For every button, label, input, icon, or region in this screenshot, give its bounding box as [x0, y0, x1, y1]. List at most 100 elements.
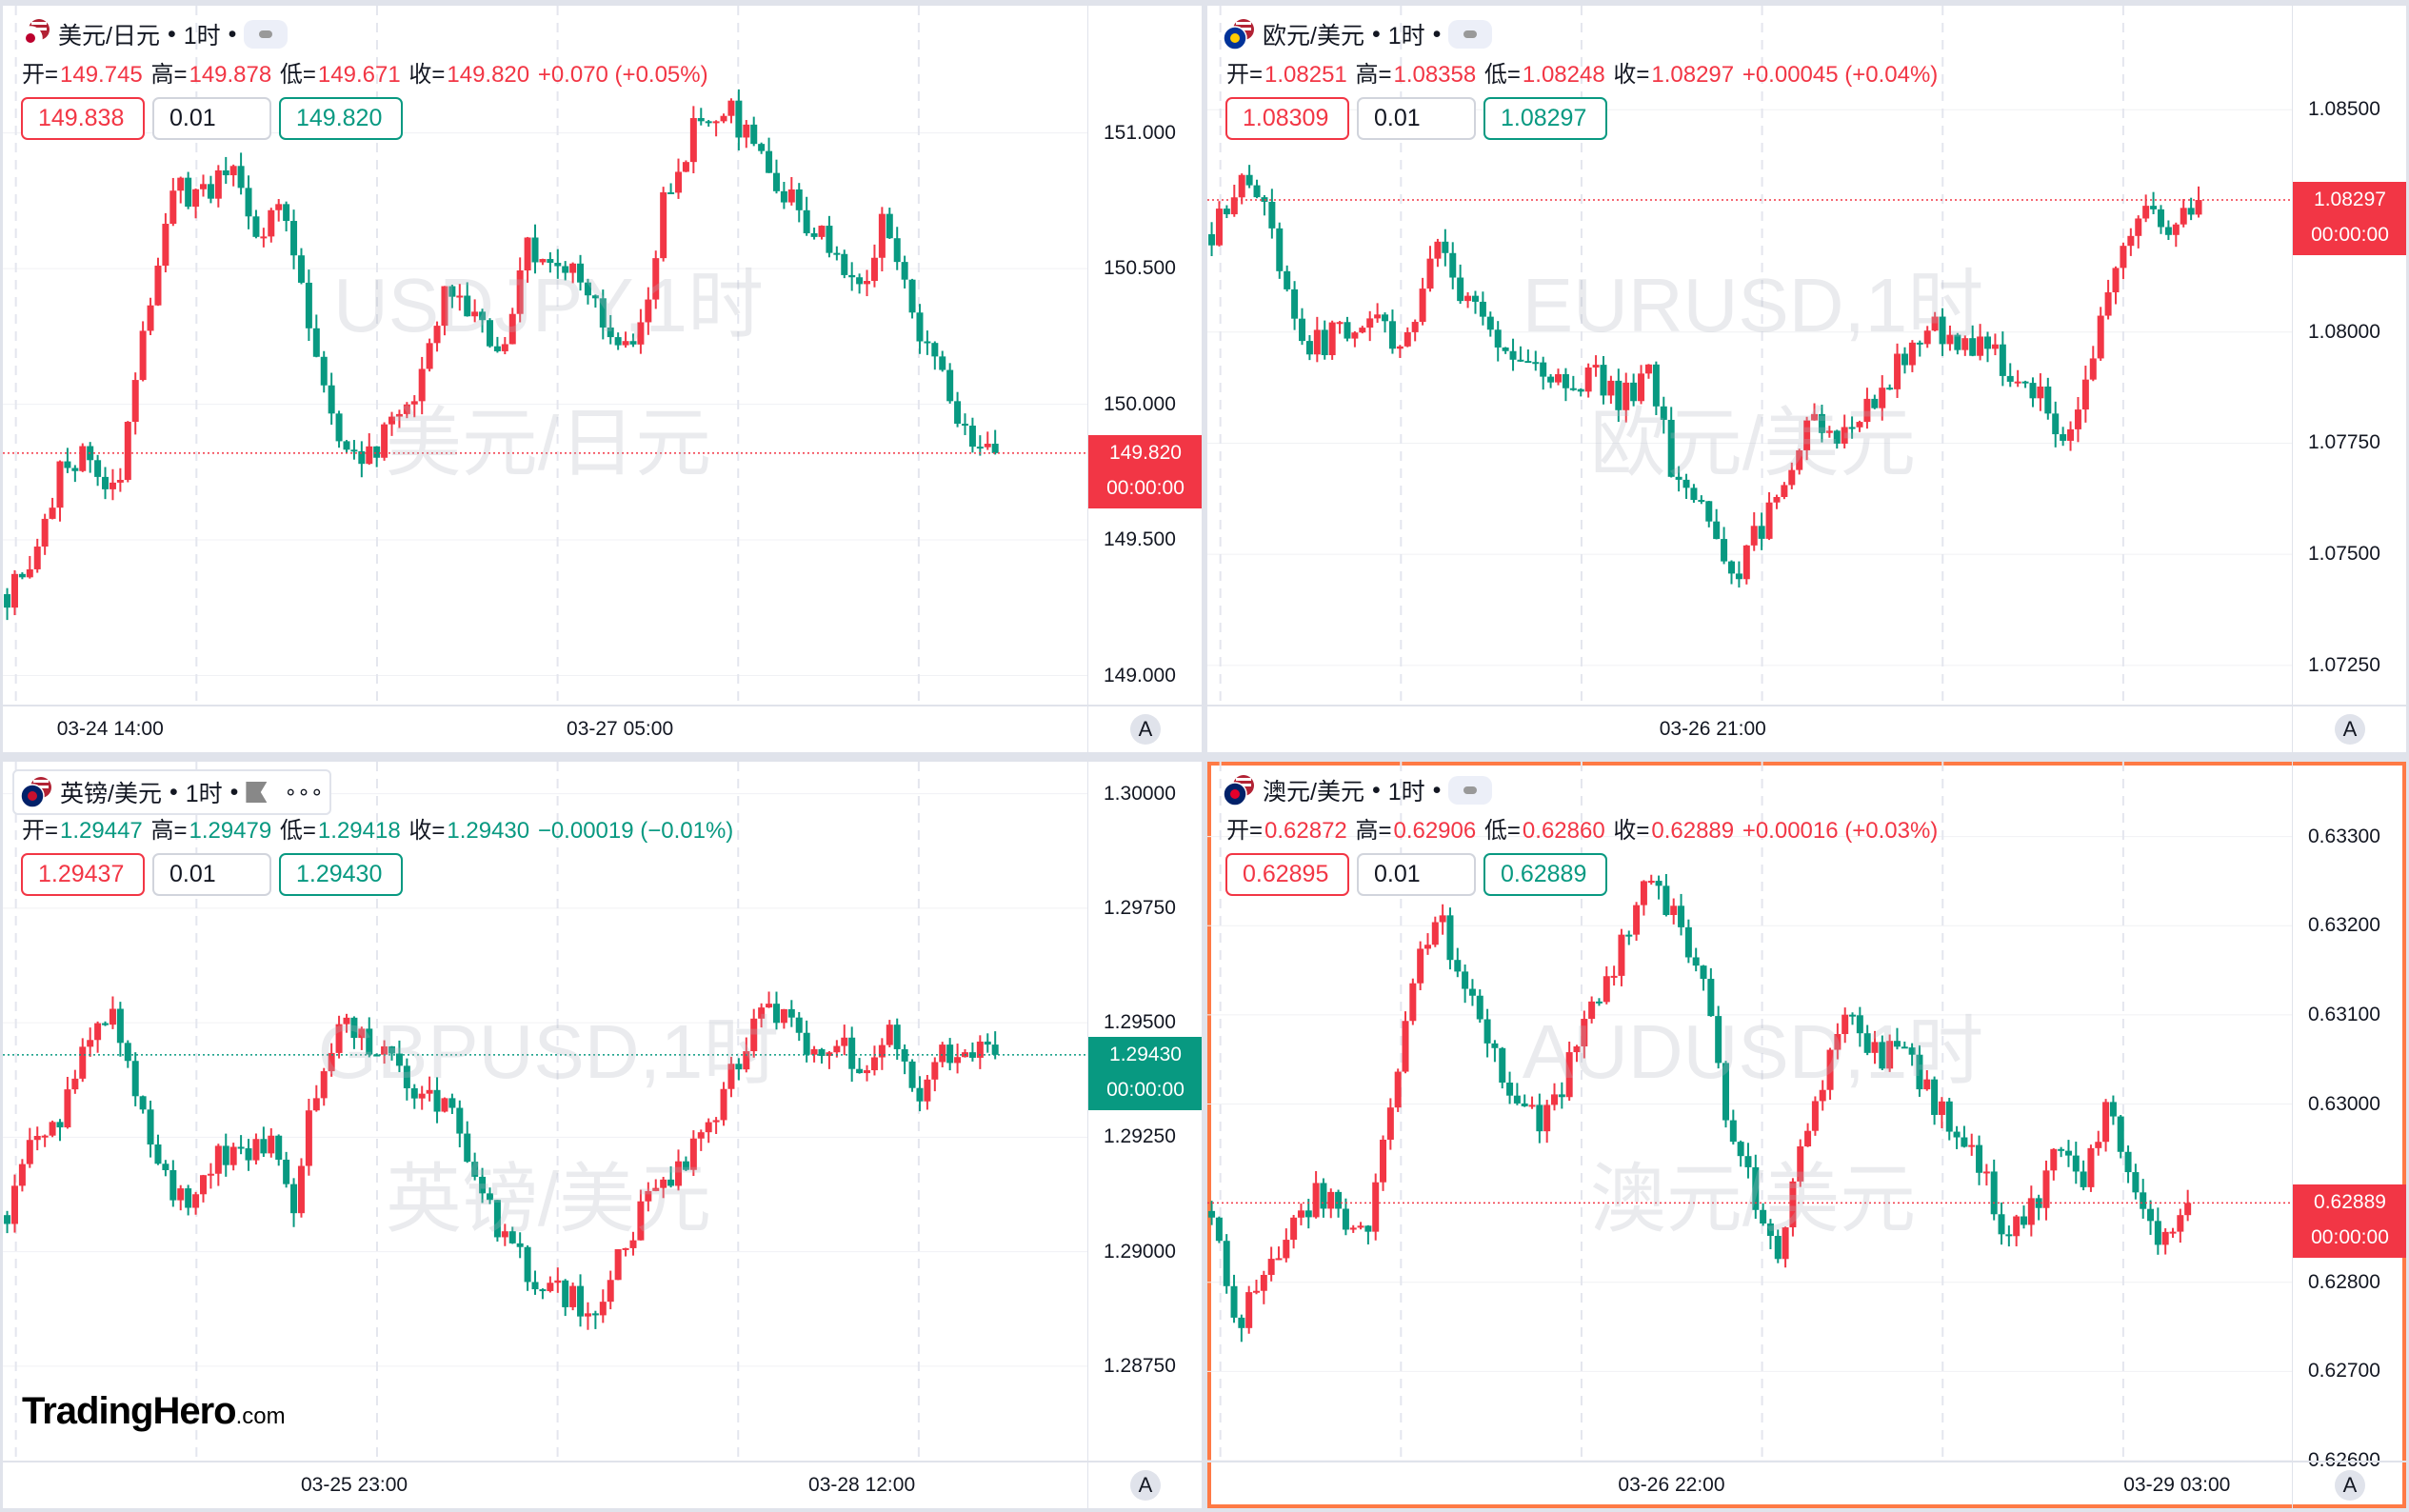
- last-price-value: 149.820: [1109, 441, 1182, 464]
- auto-scale-button[interactable]: A: [2335, 714, 2365, 745]
- price-axis[interactable]: 151.000 150.500 150.000 149.500 149.000 149.8…: [1087, 6, 1202, 705]
- chart-pane-eurusd[interactable]: EURUSD,1时 欧元/美元 欧元/美元 • 1时 • 开=1.08251 高…: [1207, 6, 2406, 752]
- candle-body: [1502, 347, 1509, 351]
- candle-body: [1299, 318, 1306, 342]
- candle-body: [1655, 881, 1662, 886]
- candle-body: [1990, 1171, 1998, 1215]
- candle-body: [124, 1043, 131, 1062]
- candle-body: [780, 1008, 787, 1024]
- auto-scale-button[interactable]: A: [2335, 1470, 2365, 1501]
- candle-body: [214, 169, 222, 199]
- candle-body: [1442, 241, 1449, 253]
- symbol-header[interactable]: 美元/日元 • 1时 •: [12, 13, 293, 55]
- chart-pane-gbpusd[interactable]: GBPUSD,1时 英镑/美元 英镑/美元 • 1时 • ∘∘∘ 开=1.294…: [3, 762, 1202, 1508]
- candle-body: [878, 1044, 886, 1058]
- symbol-header[interactable]: 欧元/美元 • 1时 •: [1217, 13, 1498, 55]
- candle-body: [886, 1025, 893, 1045]
- candle-body: [864, 1070, 871, 1074]
- close-label: 收=: [1613, 818, 1650, 844]
- candle-body: [177, 177, 185, 191]
- candle-body: [2147, 1208, 2155, 1222]
- candlestick-plot[interactable]: [1207, 762, 2292, 1461]
- chart-pane-audusd[interactable]: AUDUSD,1时 澳元/美元 澳元/美元 • 1时 • 开=0.62872 高…: [1207, 762, 2406, 1508]
- buy-button[interactable]: 1.08297: [1483, 97, 1607, 140]
- candle-body: [1374, 314, 1382, 319]
- chart-pane-usdjpy[interactable]: USDJPY,1时 美元/日元 美元/日元 • 1时 • 开=149.745 高…: [3, 6, 1202, 752]
- symbol-header[interactable]: 英镑/美元 • 1时 • ∘∘∘: [12, 769, 331, 815]
- candle-body: [49, 507, 56, 519]
- candle-body: [1513, 1095, 1521, 1104]
- low-value: 0.62860: [1522, 818, 1605, 844]
- quantity-input[interactable]: 0.01: [152, 97, 271, 140]
- candle-body: [320, 1071, 328, 1099]
- candle-body: [735, 1064, 743, 1070]
- candle-body: [471, 311, 479, 317]
- candle-body: [41, 1135, 49, 1138]
- candle-body: [1633, 905, 1641, 935]
- candle-body: [637, 322, 645, 345]
- time-axis[interactable]: A 03-25 23:00 03-28 12:00: [3, 1461, 1202, 1508]
- auto-scale-button[interactable]: A: [1130, 714, 1161, 745]
- interval[interactable]: 1时: [1387, 779, 1425, 806]
- high-label: 高=: [150, 62, 188, 88]
- candle-body: [312, 1098, 320, 1111]
- sell-button[interactable]: 1.29437: [21, 853, 145, 896]
- interval[interactable]: 1时: [1387, 23, 1425, 50]
- auto-scale-button[interactable]: A: [1130, 1470, 1161, 1501]
- bar-countdown: 00:00:00: [1106, 476, 1185, 499]
- separator-dot: •: [1432, 776, 1442, 804]
- candle-body: [252, 1139, 260, 1161]
- price-axis[interactable]: 1.30000 1.29750 1.29500 1.29250 1.29000 1.287…: [1087, 762, 1202, 1461]
- more-options-icon[interactable]: ∘∘∘: [284, 780, 324, 804]
- candle-body: [652, 1187, 660, 1191]
- interval[interactable]: 1时: [185, 781, 223, 807]
- price-tick: 0.63100: [2308, 1003, 2380, 1025]
- candle-body: [395, 1053, 403, 1066]
- open-value: 1.08251: [1264, 62, 1347, 88]
- candle-body: [780, 190, 787, 203]
- candle-body: [426, 1089, 433, 1094]
- quantity-input[interactable]: 0.01: [1357, 853, 1476, 896]
- interval[interactable]: 1时: [183, 23, 221, 50]
- candle-body: [689, 1138, 697, 1170]
- candle-body: [1893, 1041, 1901, 1047]
- candle-body: [501, 1231, 508, 1238]
- candlestick-plot[interactable]: [3, 762, 1087, 1461]
- candlestick-plot[interactable]: [3, 6, 1087, 705]
- candle-body: [358, 1028, 366, 1039]
- candle-body: [1253, 1290, 1261, 1293]
- candle-body: [312, 328, 320, 357]
- symbol-header[interactable]: 澳元/美元 • 1时 •: [1217, 769, 1498, 811]
- time-axis[interactable]: A 03-26 21:00: [1207, 705, 2406, 752]
- quantity-input[interactable]: 0.01: [1357, 97, 1476, 140]
- candle-body: [848, 274, 856, 278]
- candle-body: [169, 1169, 177, 1201]
- candle-body: [1312, 1183, 1320, 1218]
- sell-button[interactable]: 1.08309: [1225, 97, 1349, 140]
- close-label: 收=: [408, 818, 446, 844]
- sell-button[interactable]: 0.62895: [1225, 853, 1349, 896]
- candlestick-plot[interactable]: [1207, 6, 2292, 705]
- time-axis[interactable]: A 03-26 22:00 03-29 03:00: [1207, 1461, 2406, 1508]
- market-status-icon[interactable]: [1448, 20, 1493, 49]
- buy-button[interactable]: 0.62889: [1483, 853, 1607, 896]
- buy-button[interactable]: 149.820: [279, 97, 403, 140]
- candle-body: [2127, 235, 2135, 247]
- sell-button[interactable]: 149.838: [21, 97, 145, 140]
- market-status-icon[interactable]: [1448, 776, 1493, 805]
- candle-body: [1744, 1156, 1752, 1167]
- candle-body: [116, 1008, 124, 1044]
- price-axis[interactable]: 1.08500 1.08000 1.07750 1.07500 1.07250 1.082…: [2292, 6, 2406, 705]
- market-status-icon[interactable]: [244, 20, 289, 49]
- candle-body: [1382, 314, 1389, 322]
- candle-body: [139, 330, 147, 381]
- candle-body: [275, 204, 283, 210]
- candle-body: [826, 1052, 833, 1056]
- time-axis[interactable]: A 03-24 14:00 03-27 05:00: [3, 705, 1202, 752]
- buy-button[interactable]: 1.29430: [279, 853, 403, 896]
- flag-marker-icon[interactable]: [246, 782, 268, 803]
- separator-dot: •: [169, 778, 178, 806]
- candle-body: [916, 312, 924, 342]
- price-axis[interactable]: 0.63300 0.63200 0.63100 0.63000 0.62800 0.627…: [2292, 762, 2406, 1471]
- quantity-input[interactable]: 0.01: [152, 853, 271, 896]
